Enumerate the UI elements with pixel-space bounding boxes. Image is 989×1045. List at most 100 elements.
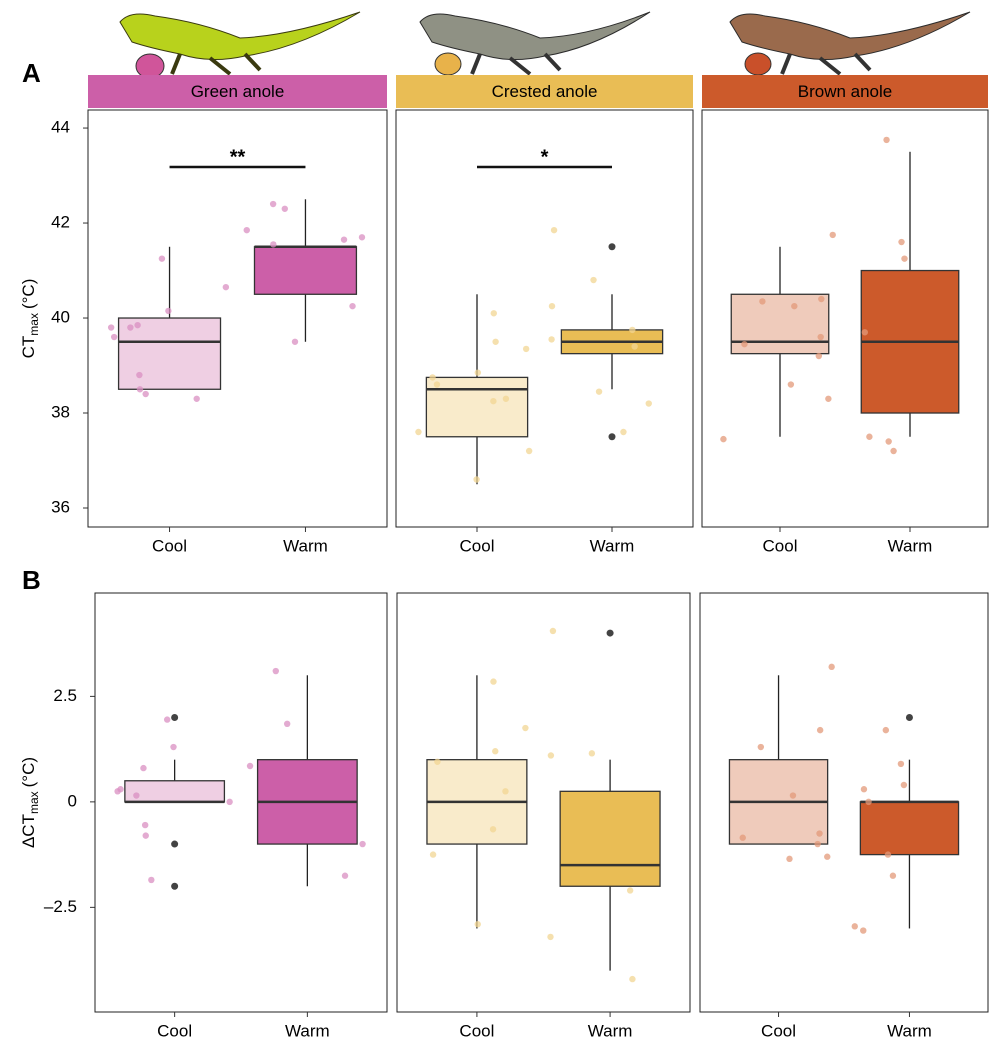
outlier: [906, 714, 913, 721]
data-point: [548, 336, 554, 342]
data-point: [627, 887, 633, 893]
brown-lizard: [730, 12, 970, 75]
outlier: [609, 433, 616, 440]
data-point: [816, 353, 822, 359]
data-point: [522, 725, 528, 731]
significance-label: **: [230, 146, 246, 168]
facet-title: Green anole: [191, 82, 285, 101]
data-point: [828, 664, 834, 670]
data-point: [548, 752, 554, 758]
data-point: [901, 255, 907, 261]
box: [560, 791, 660, 886]
data-point: [883, 727, 889, 733]
data-point: [629, 976, 635, 982]
y-tick-label: 0: [68, 791, 77, 810]
data-point: [814, 841, 820, 847]
data-point: [475, 369, 481, 375]
panel-label: B: [22, 565, 41, 595]
data-point: [549, 303, 555, 309]
x-tick-label: Warm: [283, 536, 328, 555]
x-tick-label: Warm: [588, 1021, 633, 1040]
data-point: [473, 476, 479, 482]
data-point: [292, 339, 298, 345]
data-point: [589, 750, 595, 756]
y-label-main: ΔCT: [19, 814, 38, 848]
data-point: [492, 748, 498, 754]
data-point: [631, 343, 637, 349]
data-point: [860, 927, 866, 933]
x-tick-label: Warm: [285, 1021, 330, 1040]
x-tick-label: Cool: [459, 1021, 494, 1040]
data-point: [284, 721, 290, 727]
data-point: [898, 239, 904, 245]
data-point: [547, 934, 553, 940]
data-point: [270, 241, 276, 247]
significance-label: *: [541, 146, 549, 168]
data-point: [429, 374, 435, 380]
y-tick-label: 2.5: [53, 686, 77, 705]
data-point: [137, 386, 143, 392]
data-point: [865, 799, 871, 805]
data-point: [890, 873, 896, 879]
data-point: [148, 877, 154, 883]
data-point: [816, 830, 822, 836]
box: [119, 318, 221, 389]
y-label-unit: (°C): [19, 279, 38, 309]
y-label-main: CT: [19, 336, 38, 359]
data-point: [883, 137, 889, 143]
box: [426, 377, 527, 436]
data-point: [503, 396, 509, 402]
data-point: [359, 841, 365, 847]
y-label-unit: (°C): [19, 757, 38, 787]
data-point: [434, 759, 440, 765]
data-point: [740, 835, 746, 841]
data-point: [492, 339, 498, 345]
y-label-sub: max: [27, 313, 41, 336]
crested-lizard: [420, 12, 650, 75]
data-point: [142, 822, 148, 828]
data-point: [193, 396, 199, 402]
data-point: [108, 324, 114, 330]
data-point: [491, 310, 497, 316]
x-tick-label: Warm: [888, 536, 933, 555]
y-tick-label: –2.5: [44, 897, 77, 916]
page: ACTmax(°C)3638404244Green anoleCoolWarm*…: [0, 0, 989, 1045]
data-point: [817, 334, 823, 340]
data-point: [490, 398, 496, 404]
data-point: [134, 322, 140, 328]
data-point: [111, 334, 117, 340]
outlier: [171, 883, 178, 890]
data-point: [490, 826, 496, 832]
data-point: [866, 434, 872, 440]
data-point: [818, 296, 824, 302]
data-point: [490, 678, 496, 684]
x-tick-label: Cool: [763, 536, 798, 555]
data-point: [165, 308, 171, 314]
data-point: [159, 255, 165, 261]
data-point: [273, 668, 279, 674]
data-point: [502, 788, 508, 794]
data-point: [247, 763, 253, 769]
panel-label: A: [22, 58, 41, 88]
data-point: [885, 438, 891, 444]
data-point: [629, 327, 635, 333]
data-point: [415, 429, 421, 435]
data-point: [852, 923, 858, 929]
green-lizard: [120, 12, 360, 78]
data-point: [142, 391, 148, 397]
outlier: [171, 714, 178, 721]
data-point: [741, 341, 747, 347]
x-tick-label: Cool: [157, 1021, 192, 1040]
data-point: [550, 628, 556, 634]
data-point: [127, 324, 133, 330]
facet-panel: [396, 110, 693, 527]
y-tick-label: 40: [51, 308, 70, 327]
outlier: [609, 243, 616, 250]
data-point: [646, 400, 652, 406]
data-point: [526, 448, 532, 454]
data-point: [282, 206, 288, 212]
data-point: [140, 765, 146, 771]
data-point: [825, 396, 831, 402]
y-axis-label: ΔCTmax(°C): [19, 757, 41, 848]
y-tick-label: 38: [51, 402, 70, 421]
